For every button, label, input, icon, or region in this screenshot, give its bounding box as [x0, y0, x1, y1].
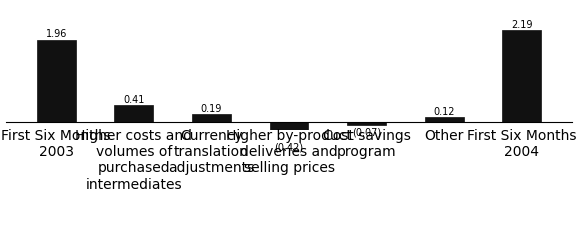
Text: (0.42): (0.42)	[275, 142, 303, 152]
Text: 0.19: 0.19	[201, 104, 222, 114]
Text: 1.96: 1.96	[46, 29, 67, 39]
Bar	[37, 40, 76, 123]
Bar	[269, 123, 309, 141]
Text: (0.07): (0.07)	[352, 127, 381, 137]
Text: 0.12: 0.12	[434, 107, 455, 117]
Bar	[192, 115, 231, 123]
Bar	[347, 123, 386, 126]
Bar	[425, 118, 464, 123]
Text: 2.19: 2.19	[511, 20, 532, 30]
Text: 0.41: 0.41	[123, 94, 144, 104]
Bar	[502, 31, 541, 123]
Bar	[114, 106, 153, 123]
